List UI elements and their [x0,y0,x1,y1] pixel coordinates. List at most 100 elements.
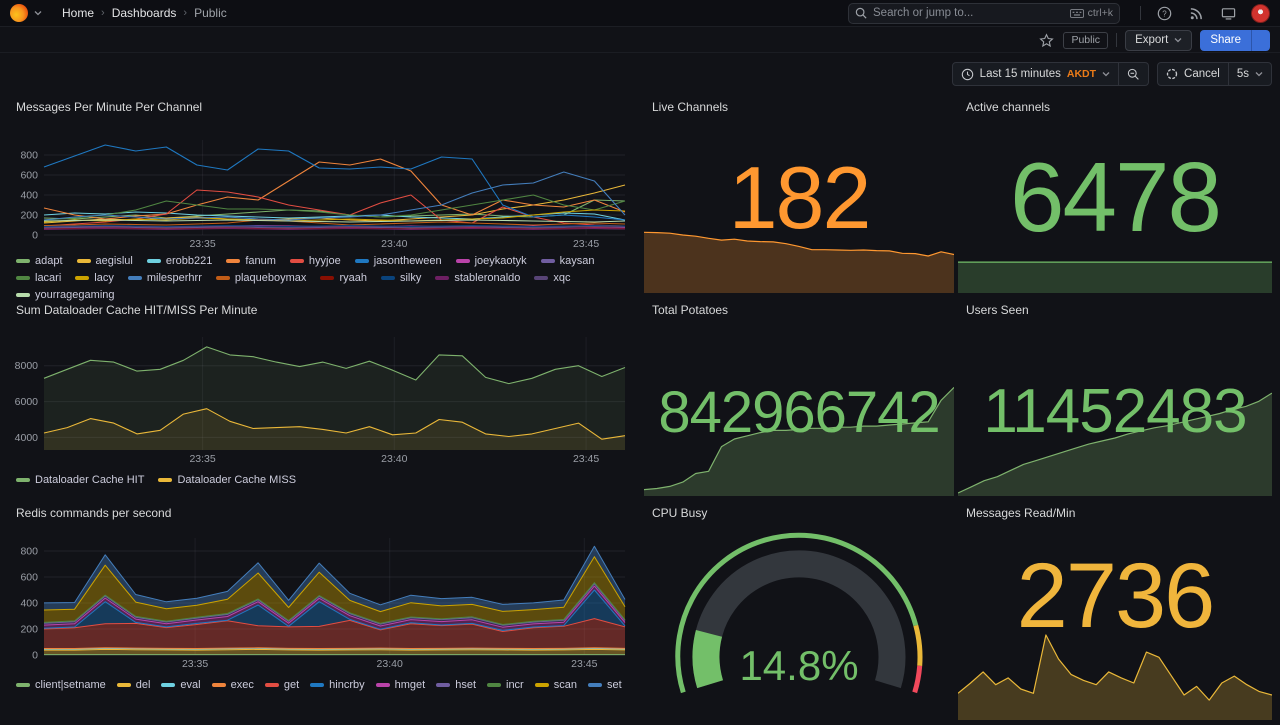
legend-item-stableronaldo[interactable]: stableronaldo [435,271,520,285]
breadcrumb-item-home[interactable]: Home [62,6,94,20]
help-icon[interactable]: ? [1155,4,1173,22]
panel-title[interactable]: Redis commands per second [16,506,171,520]
stat-value-total-potatoes: 842966742 [644,384,954,442]
org-switcher-chevron-icon[interactable] [34,9,42,17]
chevron-down-icon [1174,36,1182,44]
zoom-out-time-button[interactable] [1119,62,1149,86]
legend-swatch [161,683,175,687]
star-icon[interactable] [1037,31,1055,49]
share-dropdown-caret[interactable] [1251,30,1270,51]
legend-item-plaqueboymax[interactable]: plaqueboymax [216,271,307,285]
news-rss-icon[interactable] [1187,4,1205,22]
legend-item-hmget[interactable]: hmget [376,678,426,692]
export-label: Export [1135,34,1168,46]
legend-item-erobb221[interactable]: erobb221 [147,254,213,268]
legend-swatch [310,683,324,687]
legend-item-set[interactable]: set [588,678,622,692]
panel-messages-read: Messages Read/Min 2736 [958,502,1272,720]
svg-text:200: 200 [20,210,38,222]
chevron-down-icon [1102,70,1110,78]
legend-swatch [320,276,334,280]
legend-label: incr [506,678,524,692]
stat-value-live-channels: 182 [644,154,954,242]
legend-item-fanum[interactable]: fanum [226,254,276,268]
panel-title[interactable]: Active channels [966,100,1050,114]
legend-swatch [147,259,161,263]
legend-item-silky[interactable]: silky [381,271,421,285]
svg-text:23:45: 23:45 [573,453,599,465]
legend-label: jasontheween [374,254,442,268]
legend-item-client-setname[interactable]: client|setname [16,678,106,692]
refresh-interval-picker[interactable]: 5s [1229,62,1272,86]
legend-item-eval[interactable]: eval [161,678,200,692]
legend-item-dataloader-cache-hit[interactable]: Dataloader Cache HIT [16,473,144,487]
legend-item-dataloader-cache-miss[interactable]: Dataloader Cache MISS [158,473,296,487]
refresh-interval-label: 5s [1237,68,1249,80]
legend-swatch [77,259,91,263]
svg-text:4000: 4000 [15,432,39,444]
legend-item-adapt[interactable]: adapt [16,254,63,268]
search-input[interactable] [873,7,1064,19]
breadcrumb-item-dashboards[interactable]: Dashboards [112,6,177,20]
legend-item-ryaah[interactable]: ryaah [320,271,367,285]
legend-label: set [607,678,622,692]
time-range-label: Last 15 minutes [980,68,1061,80]
legend-item-lacari[interactable]: lacari [16,271,61,285]
legend-item-lacy[interactable]: lacy [75,271,114,285]
stat-value-active-channels: 6478 [958,148,1272,246]
chart-legend: adapt aegislul erobb221 fanum hyyjoe jasonthe… [16,254,628,302]
legend-item-hincrby[interactable]: hincrby [310,678,364,692]
legend-label: kaysan [560,254,595,268]
legend-item-hyyjoe[interactable]: hyyjoe [290,254,341,268]
legend-item-del[interactable]: del [117,678,151,692]
legend-swatch [128,276,142,280]
legend-label: eval [180,678,200,692]
legend-item-incr[interactable]: incr [487,678,524,692]
zoom-out-icon [1127,68,1140,81]
time-range-picker[interactable]: Last 15 minutes AKDT [952,62,1119,86]
stat-value-users-seen: 11452483 [958,381,1272,443]
legend-label: get [284,678,299,692]
search-bar[interactable]: ctrl+k [848,3,1120,24]
legend-item-scan[interactable]: scan [535,678,577,692]
kiosk-monitor-icon[interactable] [1219,4,1237,22]
svg-text:800: 800 [20,150,38,162]
panel-title[interactable]: Live Channels [652,100,728,114]
legend-swatch [436,683,450,687]
export-button[interactable]: Export [1125,30,1192,51]
user-avatar[interactable] [1251,4,1270,23]
legend-item-exec[interactable]: exec [212,678,254,692]
panel-title[interactable]: Messages Read/Min [966,506,1075,520]
svg-text:0: 0 [32,230,38,242]
breadcrumb-item-public[interactable]: Public [194,6,227,20]
panel-title[interactable]: Sum Dataloader Cache HIT/MISS Per Minute [16,303,257,317]
chart-legend: client|setname del eval exec get hincrby hmget… [16,678,632,692]
share-button[interactable]: Share [1200,30,1251,51]
panel-title[interactable]: Total Potatoes [652,303,728,317]
svg-text:0: 0 [32,650,38,662]
panel-title[interactable]: Users Seen [966,303,1029,317]
legend-item-aegislul[interactable]: aegislul [77,254,133,268]
svg-text:400: 400 [20,190,38,202]
legend-label: adapt [35,254,63,268]
legend-swatch [16,293,30,297]
legend-item-milesperhrr[interactable]: milesperhrr [128,271,202,285]
legend-swatch [212,683,226,687]
legend-item-kaysan[interactable]: kaysan [541,254,595,268]
chevron-down-icon [1255,70,1263,78]
panel-title[interactable]: CPU Busy [652,506,707,520]
panel-total-potatoes: Total Potatoes 842966742 [644,299,954,496]
grafana-logo[interactable] [10,4,28,22]
legend-item-jasontheween[interactable]: jasontheween [355,254,442,268]
legend-item-hset[interactable]: hset [436,678,476,692]
legend-item-joeykaotyk[interactable]: joeykaotyk [456,254,527,268]
panel-title[interactable]: Messages Per Minute Per Channel [16,100,202,114]
sparkline-active-channels [958,257,1272,293]
refresh-cancel-button[interactable]: Cancel [1157,62,1229,86]
legend-item-get[interactable]: get [265,678,299,692]
nav-divider [1140,6,1141,20]
legend-item-xqc[interactable]: xqc [534,271,570,285]
